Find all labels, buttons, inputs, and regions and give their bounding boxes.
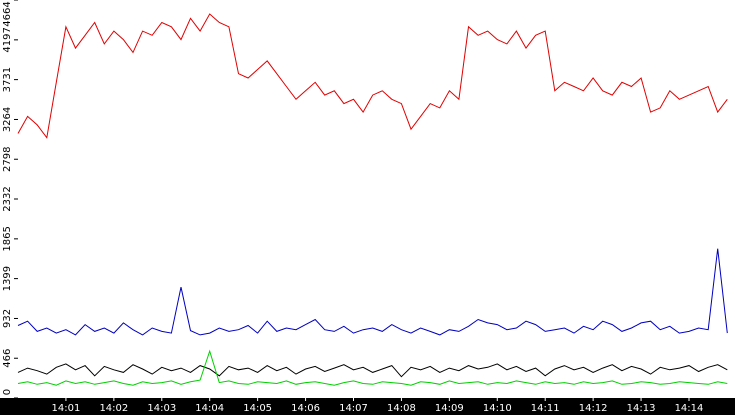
x-tick-label: 14:03 (147, 403, 176, 414)
y-tick-label: 2332 (2, 186, 13, 211)
y-tick-label: 1399 (2, 266, 13, 291)
y-tick-label: 1865 (2, 226, 13, 251)
x-tick-label: 14:11 (531, 403, 560, 414)
y-tick-label: 3731 (2, 67, 13, 92)
x-tick-label: 14:06 (291, 403, 320, 414)
y-tick-label: 4664 (2, 1, 13, 26)
y-tick-label: 466 (2, 349, 13, 368)
y-tick-label: 3264 (2, 107, 13, 132)
x-tick-label: 14:10 (483, 403, 512, 414)
y-tick-label: 4197 (2, 27, 13, 52)
x-tick-label: 14:12 (579, 403, 608, 414)
x-tick-label: 14:13 (627, 403, 656, 414)
series-line (17, 363, 728, 378)
series-line (17, 248, 728, 336)
x-axis-strip (0, 398, 735, 415)
y-tick-label: 932 (2, 309, 13, 328)
y-tick-label: 2798 (2, 147, 13, 172)
x-tick-label: 14:08 (387, 403, 416, 414)
x-tick-label: 14:01 (52, 403, 81, 414)
series-line (17, 13, 728, 139)
x-tick-label: 14:05 (243, 403, 272, 414)
x-tick-label: 14:02 (99, 403, 128, 414)
y-tick-label: 0 (2, 389, 13, 395)
series-line (17, 349, 728, 386)
x-tick-label: 14:07 (339, 403, 368, 414)
x-tick-label: 14:14 (675, 403, 704, 414)
x-tick-label: 14:09 (435, 403, 464, 414)
x-tick-label: 14:04 (195, 403, 224, 414)
